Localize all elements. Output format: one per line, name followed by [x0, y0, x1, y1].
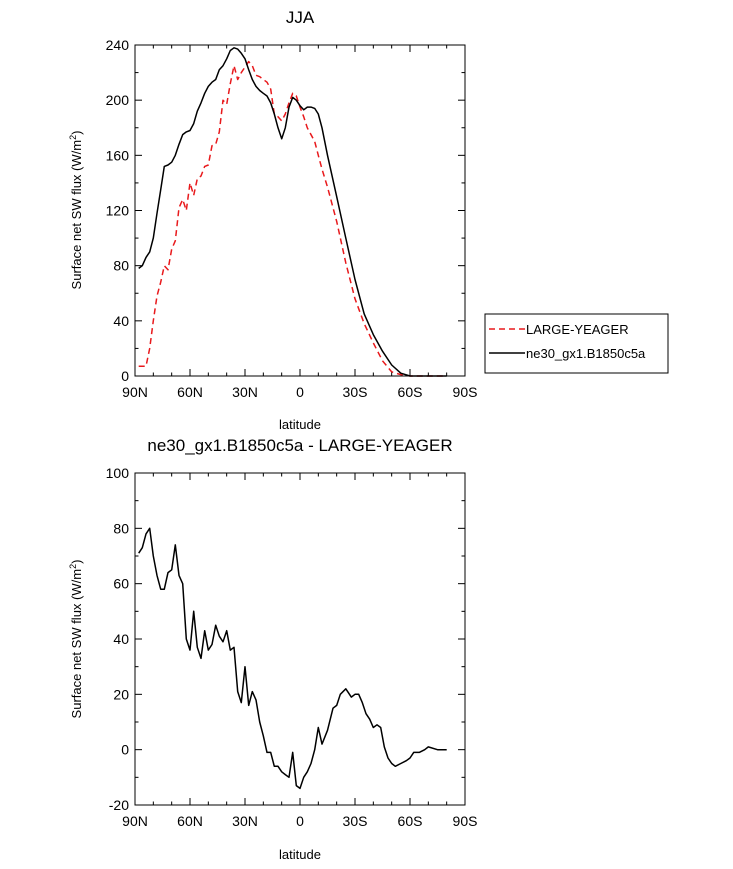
difference-y-tick-label: 80: [113, 520, 129, 536]
jja-y-tick-label: 160: [106, 147, 130, 163]
difference-y-tick-label: 40: [113, 631, 129, 647]
jja-y-tick-label: 80: [113, 258, 129, 274]
jja-x-tick-label: 30N: [232, 384, 258, 400]
jja-y-axis-label: Surface net SW flux (W/m2): [68, 131, 84, 290]
difference-x-tick-label: 30N: [232, 813, 258, 829]
difference-ticks: 90N 60N 30N 0 30S 60S 90S -20 0 20 40 60 80 100: [106, 465, 478, 829]
difference-y-tick-label: 60: [113, 576, 129, 592]
jja-y-tick-label: 200: [106, 92, 130, 108]
jja-series-line-ne30-gx1-b1850c5a: [138, 47, 447, 377]
jja-y-tick-label: 120: [106, 203, 130, 219]
jja-y-axis-label-close: ): [69, 131, 84, 135]
difference-x-tick-label: 30S: [343, 813, 368, 829]
difference-x-tick-label: 90N: [122, 813, 148, 829]
jja-x-tick-label: 30S: [343, 384, 368, 400]
jja-plot-frame: [134, 44, 466, 377]
difference-y-tick-label: -20: [109, 797, 129, 813]
jja-panel: 90N 60N 30N 0 30S 60S 90S 0 40 80 120 160 200 240 JJA…: [68, 8, 669, 432]
difference-y-axis-label-sup: 2: [68, 564, 78, 569]
jja-x-tick-label: 0: [296, 384, 304, 400]
difference-series-line-ne30-gx1-b1850c5a-large-yeager: [138, 527, 447, 790]
legend: LARGE-YEAGER ne30_gx1.B1850c5a: [484, 313, 669, 374]
difference-y-axis-label-close: ): [69, 560, 84, 564]
difference-x-tick-label: 60N: [177, 813, 203, 829]
legend-label-large-yeager: LARGE-YEAGER: [526, 322, 629, 337]
jja-series-line-large-yeager: [138, 60, 447, 377]
jja-plot-area: [138, 47, 447, 377]
jja-y-axis-label-sup: 2: [68, 135, 78, 140]
jja-x-axis-label: latitude: [279, 417, 321, 432]
difference-y-tick-label: 100: [106, 465, 130, 481]
legend-box: [484, 313, 669, 374]
jja-y-tick-label: 40: [113, 313, 129, 329]
jja-ticks: 90N 60N 30N 0 30S 60S 90S 0 40 80 120 160 200 240: [106, 37, 478, 400]
difference-x-tick-label: 0: [296, 813, 304, 829]
difference-x-axis-label: latitude: [279, 847, 321, 862]
jja-title: JJA: [286, 8, 315, 27]
jja-x-tick-label: 60N: [177, 384, 203, 400]
difference-plot-area: [138, 527, 447, 790]
difference-y-axis-label-main: Surface net SW flux (W/m: [69, 569, 84, 719]
jja-x-tick-label: 90N: [122, 384, 148, 400]
difference-x-tick-label: 90S: [453, 813, 478, 829]
difference-panel: 90N 60N 30N 0 30S 60S 90S -20 0 20 40 60 80 100 ne30_…: [68, 436, 477, 862]
jja-x-tick-label: 60S: [398, 384, 423, 400]
jja-y-tick-label: 0: [121, 368, 129, 384]
difference-y-tick-label: 0: [121, 742, 129, 758]
difference-y-tick-label: 20: [113, 686, 129, 702]
difference-title: ne30_gx1.B1850c5a - LARGE-YEAGER: [147, 436, 452, 455]
jja-y-axis-label-main: Surface net SW flux (W/m: [69, 140, 84, 290]
difference-y-axis-label: Surface net SW flux (W/m2): [68, 560, 84, 719]
jja-y-tick-label: 240: [106, 37, 130, 53]
difference-plot-frame: [134, 472, 466, 806]
jja-x-tick-label: 90S: [453, 384, 478, 400]
difference-x-tick-label: 60S: [398, 813, 423, 829]
legend-label-ne30: ne30_gx1.B1850c5a: [526, 346, 646, 361]
